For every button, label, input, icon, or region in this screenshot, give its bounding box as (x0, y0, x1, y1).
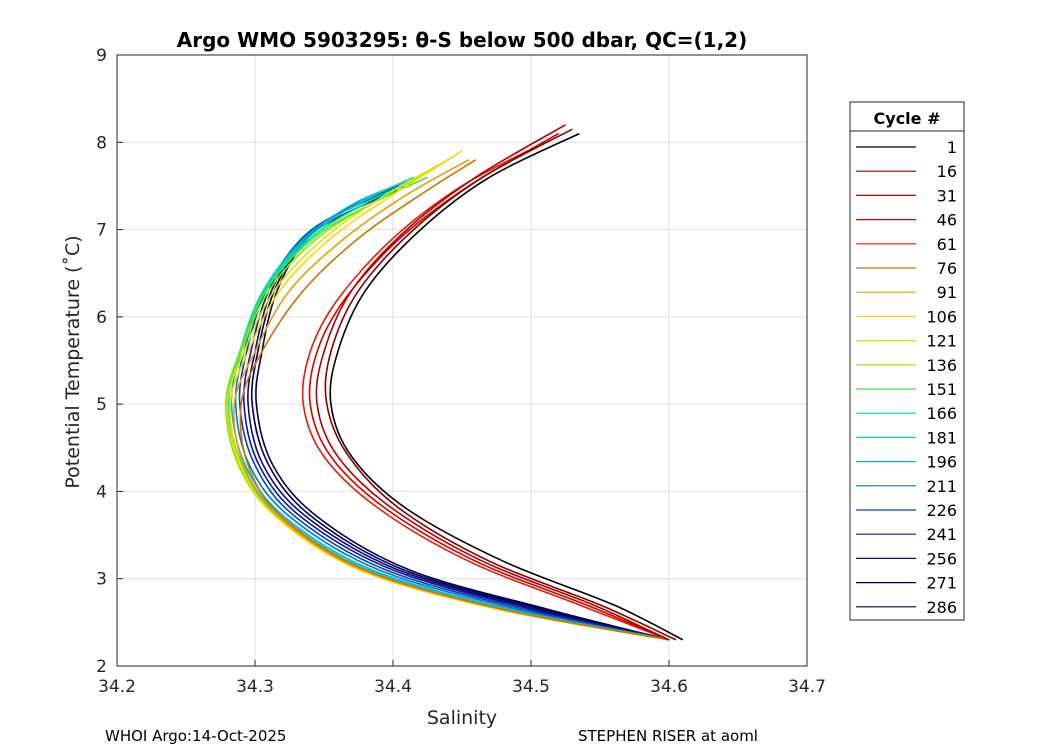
legend-label-cycle-166: 166 (926, 404, 957, 423)
y-axis-ticks: 2 3 4 5 6 7 8 9 (96, 46, 123, 677)
legend-label-cycle-1: 1 (947, 138, 957, 157)
series-line-cycle-211 (234, 185, 670, 641)
legend-label-cycle-61: 61 (937, 235, 957, 254)
x-tick-label: 34.7 (788, 677, 826, 697)
plot-frame (116, 54, 808, 667)
y-tick-label: 6 (96, 308, 107, 328)
footer-right-credit: STEPHEN RISER at aoml (578, 727, 758, 745)
legend-label-cycle-226: 226 (926, 501, 957, 520)
series-line-cycle-46 (308, 132, 670, 641)
y-tick-label: 4 (96, 482, 107, 502)
y-tick-label: 2 (96, 657, 107, 677)
y-tick-label: 7 (96, 221, 107, 241)
legend-label-cycle-16: 16 (937, 162, 957, 181)
legend-label-cycle-136: 136 (926, 356, 957, 375)
legend-label-cycle-211: 211 (926, 477, 957, 496)
y-tick-label: 5 (96, 395, 107, 415)
y-tick-label: 9 (96, 46, 107, 66)
series-line-cycle-76 (239, 159, 670, 641)
legend-items: 1 16 31 46 61 76 91 106 121 136 151 166 181 196 211 226… (856, 138, 957, 617)
legend-label-cycle-196: 196 (926, 453, 957, 472)
series-lines (225, 124, 684, 641)
y-axis-label: Potential Temperature (˚C) (62, 235, 84, 488)
series-line-cycle-1 (329, 132, 684, 641)
legend-label-cycle-286: 286 (926, 598, 957, 617)
legend-label-cycle-151: 151 (926, 380, 957, 399)
x-tick-label: 34.5 (512, 677, 550, 697)
legend-label-cycle-181: 181 (926, 428, 957, 447)
legend-label-cycle-91: 91 (937, 283, 957, 302)
x-tick-label: 34.4 (374, 677, 412, 697)
series-line-cycle-226 (238, 185, 670, 641)
plot-area (116, 54, 808, 667)
x-tick-label: 34.6 (650, 677, 688, 697)
y-tick-label: 3 (96, 570, 107, 590)
plot-background (117, 55, 807, 666)
legend-title: Cycle # (874, 109, 941, 128)
legend-label-cycle-106: 106 (926, 307, 957, 326)
series-line-cycle-61 (301, 141, 670, 641)
series-line-cycle-16 (324, 128, 677, 641)
legend-label-cycle-46: 46 (937, 211, 957, 230)
legend-label-cycle-121: 121 (926, 332, 957, 351)
legend-label-cycle-271: 271 (926, 574, 957, 593)
y-tick-label: 8 (96, 133, 107, 153)
x-axis-ticks: 34.2 34.3 34.4 34.5 34.6 34.7 (98, 660, 826, 697)
legend-label-cycle-76: 76 (937, 259, 957, 278)
legend-label-cycle-241: 241 (926, 525, 957, 544)
x-axis-label: Salinity (427, 707, 497, 729)
x-tick-label: 34.2 (98, 677, 136, 697)
chart-title: Argo WMO 5903295: θ-S below 500 dbar, QC… (177, 28, 747, 52)
legend-label-cycle-31: 31 (937, 186, 957, 205)
x-tick-label: 34.3 (236, 677, 274, 697)
footer-left-credit: WHOI Argo:14-Oct-2025 (105, 727, 286, 745)
series-line-cycle-31 (315, 124, 670, 641)
legend: Cycle # 11631466176911061211361511661811… (849, 101, 965, 621)
series-line-cycle-271 (250, 189, 670, 641)
legend-label-cycle-256: 256 (926, 549, 957, 568)
